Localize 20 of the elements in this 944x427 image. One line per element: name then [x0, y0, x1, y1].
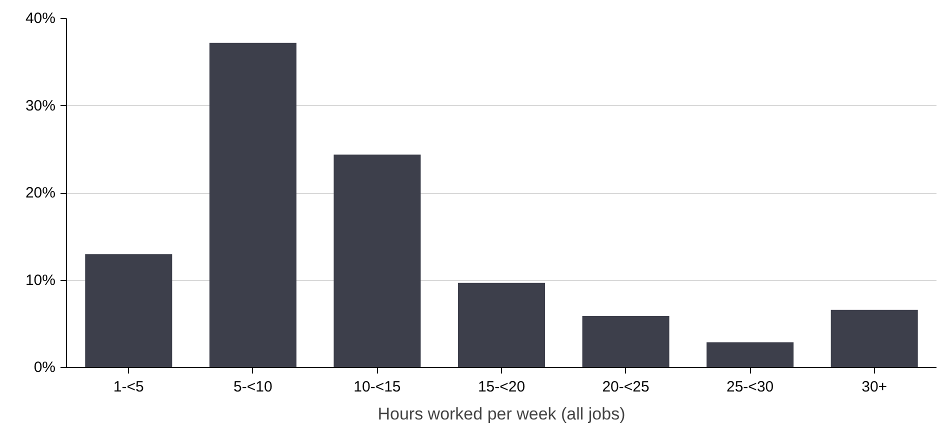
bar: [209, 42, 296, 368]
y-tick-label: 40%: [25, 10, 56, 27]
x-tick-label: 15-<20: [478, 378, 526, 396]
bar: [582, 316, 670, 368]
bar: [85, 254, 172, 368]
x-tick-label: 1-<5: [113, 378, 144, 396]
x-tick-label: 10-<15: [354, 378, 401, 396]
y-tick-label: 30%: [25, 97, 56, 114]
x-tick-label: 30+: [862, 378, 888, 396]
y-tick-label: 10%: [25, 272, 56, 289]
x-tick-label: 20-<25: [602, 378, 650, 396]
x-tick-label: 25-<30: [726, 378, 774, 396]
x-axis-title: Hours worked per week (all jobs): [378, 404, 626, 424]
bar: [706, 342, 794, 368]
y-tick-label: 0%: [34, 359, 56, 376]
bar: [458, 282, 545, 368]
bar: [830, 310, 918, 368]
bar: [334, 154, 421, 368]
y-tick-label: 20%: [25, 184, 56, 202]
x-tick-label: 5-<10: [234, 378, 272, 396]
